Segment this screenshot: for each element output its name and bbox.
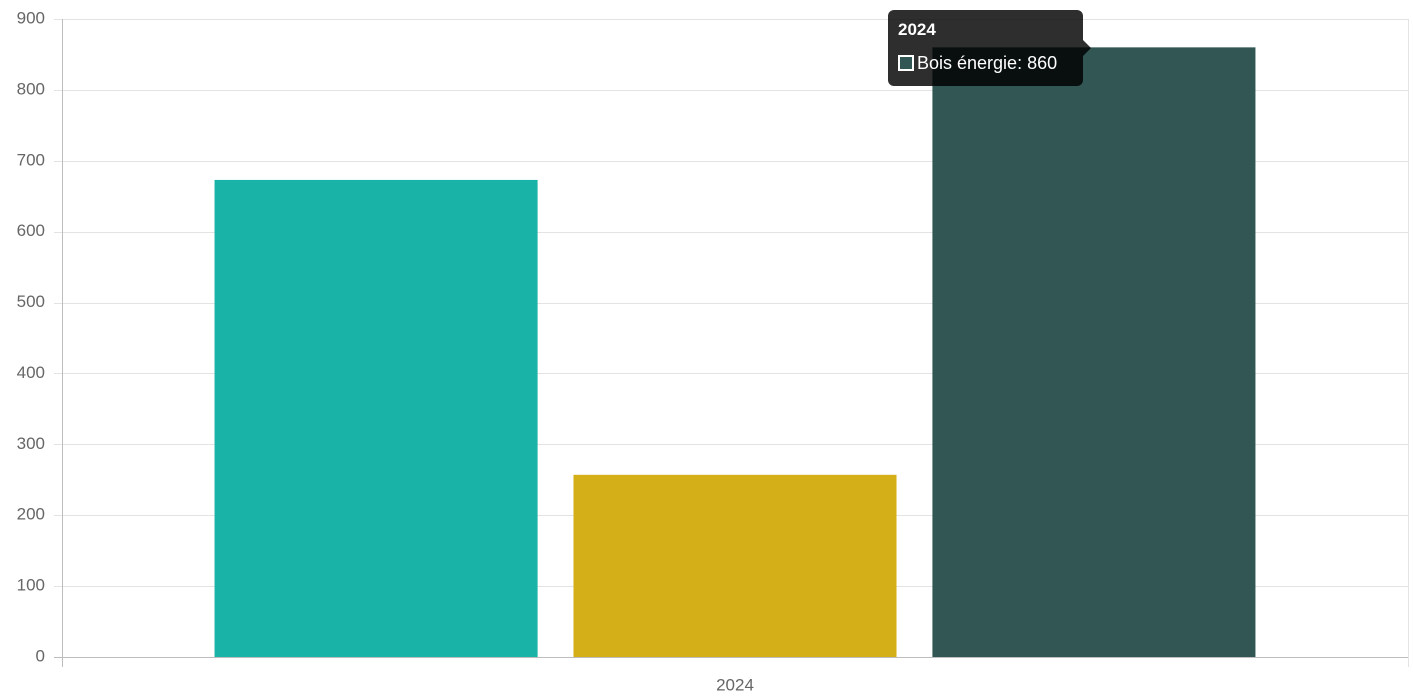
tooltip: 2024 Bois énergie: 860 [888, 10, 1091, 86]
bars [214, 47, 1256, 658]
y-tick-label: 800 [17, 79, 45, 98]
y-tick-label: 600 [17, 221, 45, 240]
y-tick-label: 500 [17, 292, 45, 311]
bar-2 [573, 474, 897, 657]
bar-3 [932, 47, 1256, 658]
x-axis: 2024 [716, 675, 754, 694]
y-tick-label: 0 [36, 646, 45, 665]
y-tick-label: 400 [17, 363, 45, 382]
x-tick-label: 2024 [716, 675, 754, 694]
y-tick-label: 100 [17, 576, 45, 595]
y-tick-label: 700 [17, 150, 45, 169]
tooltip-color-swatch [898, 55, 914, 71]
bar-1 [214, 179, 538, 657]
y-axis: 0 100 200 300 400 500 600 700 800 900 [17, 8, 45, 665]
y-tick-label: 900 [17, 8, 45, 27]
tooltip-title: 2024 [898, 20, 936, 39]
y-tick-label: 300 [17, 434, 45, 453]
y-tick-label: 200 [17, 505, 45, 524]
tooltip-row: Bois énergie: 860 [898, 52, 1073, 74]
tooltip-label: Bois énergie: 860 [917, 53, 1058, 73]
